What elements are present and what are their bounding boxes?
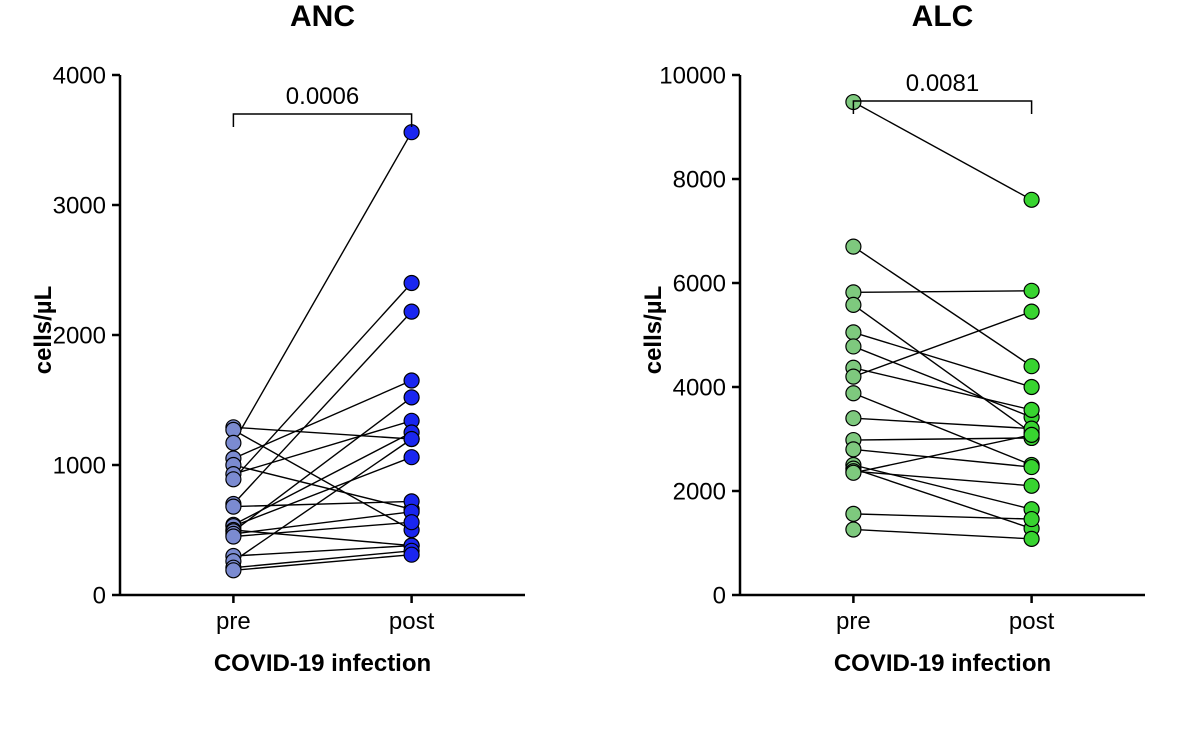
- point-post: [1024, 304, 1039, 319]
- pair-line: [853, 332, 1031, 387]
- ytick-label: 3000: [53, 192, 106, 219]
- point-post: [404, 373, 419, 388]
- xlabel-alc: COVID-19 infection: [740, 650, 1145, 678]
- point-post: [404, 390, 419, 405]
- point-pre: [846, 506, 861, 521]
- pair-line: [853, 529, 1031, 538]
- panel-title-alc: ALC: [740, 0, 1145, 34]
- point-post: [1024, 531, 1039, 546]
- point-pre: [226, 529, 241, 544]
- pair-line: [233, 283, 411, 479]
- pair-line: [233, 551, 411, 568]
- pair-line: [853, 465, 1031, 509]
- ylabel-alc: cells/µL: [640, 200, 668, 460]
- ytick-label: 8000: [673, 166, 726, 193]
- point-post: [404, 450, 419, 465]
- xtick-label: post: [389, 608, 435, 635]
- pair-line: [233, 501, 411, 506]
- ytick-label: 4000: [53, 62, 106, 89]
- ytick-label: 2000: [53, 322, 106, 349]
- point-post: [1024, 427, 1039, 442]
- pvalue-label: 0.0006: [286, 83, 359, 110]
- point-pre: [846, 465, 861, 480]
- point-pre: [846, 442, 861, 457]
- pair-line: [853, 305, 1031, 433]
- pvalue-bracket: [853, 101, 1031, 114]
- pair-line: [853, 346, 1031, 417]
- pair-line: [233, 546, 411, 556]
- panel-alc: ALC 0200040006000800010000prepost0.0081 …: [600, 0, 1200, 729]
- ytick-label: 6000: [673, 270, 726, 297]
- point-pre: [846, 386, 861, 401]
- point-post: [1024, 512, 1039, 527]
- pair-line: [853, 514, 1031, 519]
- pair-line: [853, 247, 1031, 367]
- ytick-label: 0: [93, 582, 106, 609]
- point-post: [1024, 478, 1039, 493]
- plot-alc: 0 2000 4000 6000 8000 10000 pre post 0.0081: [600, 0, 1200, 729]
- pair-line: [233, 555, 411, 571]
- pair-line: [853, 418, 1031, 428]
- pair-line: [233, 132, 411, 443]
- ytick-label: 10000: [659, 62, 726, 89]
- ytick-label: 0: [713, 582, 726, 609]
- point-post: [1024, 460, 1039, 475]
- point-pre: [846, 297, 861, 312]
- point-post: [1024, 192, 1039, 207]
- pair-line: [233, 522, 411, 536]
- xtick-label: pre: [216, 608, 251, 635]
- point-pre: [846, 522, 861, 537]
- point-post: [1024, 402, 1039, 417]
- point-post: [1024, 359, 1039, 374]
- ytick-label: 4000: [673, 374, 726, 401]
- pair-line: [853, 438, 1031, 440]
- point-pre: [846, 369, 861, 384]
- point-pre: [226, 499, 241, 514]
- point-pre: [846, 411, 861, 426]
- ytick-label: 1000: [53, 452, 106, 479]
- pvalue-label: 0.0081: [906, 70, 979, 97]
- pair-line: [233, 312, 411, 504]
- pair-line: [233, 397, 411, 531]
- point-pre: [846, 339, 861, 354]
- point-post: [1024, 283, 1039, 298]
- xtick-label: post: [1009, 608, 1055, 635]
- point-pre: [846, 325, 861, 340]
- pair-line: [853, 469, 1031, 529]
- ytick-label: 2000: [673, 478, 726, 505]
- point-pre: [226, 435, 241, 450]
- ylabel-anc: cells/µL: [30, 200, 58, 460]
- pair-line: [853, 312, 1031, 377]
- point-pre: [846, 239, 861, 254]
- point-pre: [226, 563, 241, 578]
- pair-line: [853, 102, 1031, 200]
- pair-line: [853, 449, 1031, 467]
- panel-title-anc: ANC: [120, 0, 525, 34]
- figure: ANC 0 1000 2000 3000 4000 pre post 0.0006 COVID…: [0, 0, 1200, 729]
- xtick-label: pre: [836, 608, 871, 635]
- xlabel-anc: COVID-19 infection: [120, 650, 525, 678]
- point-post: [404, 276, 419, 291]
- pvalue-bracket: [233, 114, 411, 127]
- point-post: [1024, 380, 1039, 395]
- point-post: [404, 547, 419, 562]
- panel-anc: ANC 0 1000 2000 3000 4000 pre post 0.0006 COVID…: [0, 0, 600, 729]
- point-post: [404, 432, 419, 447]
- point-post: [404, 515, 419, 530]
- pair-line: [853, 291, 1031, 293]
- point-post: [404, 304, 419, 319]
- pair-line: [853, 471, 1031, 486]
- plot-anc: 0 1000 2000 3000 4000 pre post 0.0006: [0, 0, 600, 729]
- point-pre: [226, 472, 241, 487]
